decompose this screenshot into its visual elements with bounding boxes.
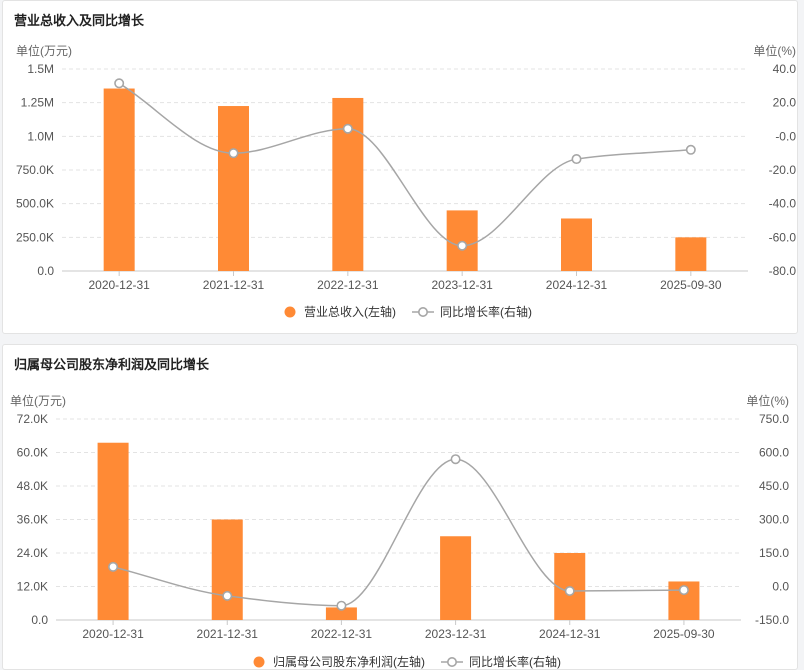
x-tick-label: 2021-12-31 [203, 278, 265, 292]
y-right-tick-label: -0.0 [775, 129, 796, 143]
x-tick-label: 2022-12-31 [311, 627, 373, 641]
y-left-tick-label: 0.0 [31, 613, 48, 627]
y-left-tick-label: 24.0K [17, 546, 48, 560]
growth-point-2022-12-31 [342, 123, 353, 134]
x-tick-label: 2024-12-31 [546, 278, 608, 292]
chart-title: 营业总收入及同比增长 [14, 13, 145, 28]
bar-2024-12-31 [561, 218, 592, 271]
y-right-tick-label: 40.0 [773, 62, 797, 76]
y-left-tick-label: 750.0K [16, 163, 54, 177]
y-left-tick-label: 1.5M [27, 62, 54, 76]
growth-point-2025-09-30 [685, 144, 696, 155]
bar-2023-12-31 [440, 536, 472, 620]
y-right-tick-label: 0.0 [772, 580, 789, 594]
y-left-tick-label: 1.25M [21, 96, 54, 110]
y-left-tick-label: 48.0K [17, 479, 48, 493]
x-tick-label: 2025-09-30 [660, 278, 722, 292]
bar-2022-12-31 [325, 607, 357, 620]
y-right-tick-label: -60.0 [769, 230, 797, 244]
x-tick-label: 2025-09-30 [653, 627, 715, 641]
x-tick-label: 2023-12-31 [425, 627, 487, 641]
net-profit-chart: 单位(万元) 单位(%) 0.0 12.0K 24.0K 36.0K 48.0K 60.0K 7… [10, 393, 789, 669]
net-profit-chart-panel: 归属母公司股东净利润及同比增长 单位(万元) 单位(%) 0.0 12.0K 24.0K… [2, 344, 798, 670]
y-right-tick-label: 750.0 [759, 412, 789, 426]
x-tick-label: 2024-12-31 [539, 627, 601, 641]
y-left-tick-label: 0.0 [37, 264, 54, 278]
x-tick-label: 2020-12-31 [88, 278, 150, 292]
revenue-chart-panel: 营业总收入及同比增长 单位(万元) 单位(%) 0.0 250.0K 500.0K 750… [2, 0, 798, 334]
right-axis-unit: 单位(%) [753, 43, 796, 58]
legend-bar-marker [253, 656, 265, 668]
revenue-chart: 单位(万元) 单位(%) 0.0 250.0K 500.0K 750.0K 1.0M 1.25… [16, 43, 797, 319]
y-left-tick-label: 12.0K [17, 580, 48, 594]
growth-rate-line [118, 82, 691, 247]
legend-bar-label: 营业总收入(左轴) [304, 304, 396, 319]
legend: 归属母公司股东净利润(左轴) 同比增长率(右轴) [253, 654, 561, 669]
bar-2023-12-31 [446, 210, 478, 271]
y-right-tick-label: 20.0 [773, 96, 797, 110]
growth-point-2022-12-31 [336, 600, 347, 611]
legend-bar-label: 归属母公司股东净利润(左轴) [273, 654, 425, 669]
right-axis-unit: 单位(%) [746, 393, 789, 408]
legend-bar-marker [284, 306, 296, 318]
left-axis-unit: 单位(万元) [10, 393, 66, 408]
y-right-tick-label: -20.0 [769, 163, 797, 177]
y-right-tick-label: 150.0 [759, 546, 789, 560]
growth-point-2024-12-31 [571, 154, 582, 165]
y-left-tick-label: 60.0K [17, 446, 48, 460]
bar-2020-12-31 [97, 442, 129, 620]
y-left-tick-label: 36.0K [17, 513, 48, 527]
y-right-tick-label: -150.0 [755, 613, 789, 627]
x-tick-label: 2023-12-31 [431, 278, 493, 292]
legend-line-label: 同比增长率(右轴) [469, 654, 561, 669]
legend: 营业总收入(左轴) 同比增长率(右轴) [284, 304, 532, 319]
growth-point-2020-12-31 [114, 78, 125, 89]
x-tick-label: 2020-12-31 [82, 627, 144, 641]
growth-point-2023-12-31 [450, 454, 461, 465]
bar-2021-12-31 [211, 519, 243, 620]
legend-line-label: 同比增长率(右轴) [440, 304, 532, 319]
legend-line-point [417, 306, 428, 317]
legend-line-point [446, 656, 457, 667]
growth-rate-line [112, 458, 684, 607]
y-right-tick-label: 300.0 [759, 513, 789, 527]
growth-point-2025-09-30 [678, 585, 689, 596]
growth-point-2021-12-31 [222, 590, 233, 601]
bar-2025-09-30 [675, 237, 707, 271]
growth-point-2021-12-31 [228, 148, 239, 159]
x-tick-label: 2022-12-31 [317, 278, 379, 292]
growth-point-2024-12-31 [564, 585, 575, 596]
growth-point-2023-12-31 [457, 240, 468, 251]
growth-point-2020-12-31 [108, 561, 119, 572]
y-right-tick-label: -80.0 [769, 264, 797, 278]
x-tick-label: 2021-12-31 [197, 627, 259, 641]
y-left-tick-label: 1.0M [27, 129, 54, 143]
bar-2021-12-31 [218, 106, 249, 272]
y-right-tick-label: 600.0 [759, 446, 789, 460]
y-left-tick-label: 500.0K [16, 197, 54, 211]
chart-title: 归属母公司股东净利润及同比增长 [14, 357, 210, 372]
left-axis-unit: 单位(万元) [16, 43, 72, 58]
y-left-tick-label: 250.0K [16, 230, 54, 244]
bar-2020-12-31 [103, 88, 135, 271]
y-right-tick-label: -40.0 [769, 197, 797, 211]
y-left-tick-label: 72.0K [17, 412, 48, 426]
y-right-tick-label: 450.0 [759, 479, 789, 493]
